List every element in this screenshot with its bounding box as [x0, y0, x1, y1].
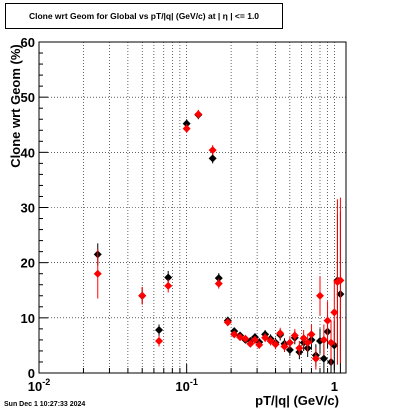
data-point-series-2: [155, 337, 164, 346]
data-point-series-2: [299, 334, 308, 343]
data-point-series-2: [266, 337, 275, 346]
y-tick-label: 50: [21, 90, 35, 105]
data-point-series-2: [276, 329, 285, 338]
data-point-series-2: [246, 339, 255, 348]
data-point-series-2: [164, 281, 173, 290]
data-point-series-1: [285, 345, 294, 354]
x-axis-label: pT/|q| (GeV/c): [255, 393, 339, 408]
data-point-series-2: [290, 331, 299, 340]
data-point-series-2: [311, 354, 320, 363]
y-tick-label: 40: [21, 145, 35, 160]
data-point-series-2: [319, 335, 328, 344]
x-tick-label: 10-1: [175, 377, 197, 394]
data-point-series-2: [138, 291, 147, 300]
data-point-series-2: [208, 146, 217, 155]
y-tick-label: 30: [21, 201, 35, 216]
y-tick-label: 20: [21, 256, 35, 271]
data-point-series-1: [164, 273, 173, 282]
y-tick-label: 60: [21, 35, 35, 50]
data-point-series-2: [336, 276, 345, 285]
data-point-series-2: [330, 308, 339, 317]
data-point-series-2: [295, 344, 304, 353]
chart-title: Clone wrt Geom for Global vs pT/|q| (GeV…: [28, 11, 260, 21]
data-point-series-2: [327, 338, 336, 347]
data-point-series-1: [214, 274, 223, 283]
data-point-series-2: [93, 269, 102, 278]
x-tick-label: 10-2: [28, 377, 50, 394]
data-point-series-2: [194, 110, 203, 119]
data-point-series-2: [250, 335, 259, 344]
data-point-series-2: [285, 338, 294, 347]
data-point-series-2: [255, 340, 264, 349]
data-point-series-2: [230, 330, 239, 339]
data-point-series-2: [280, 342, 289, 351]
x-tick-label: 1: [331, 379, 338, 394]
data-point-series-1: [319, 354, 328, 363]
data-series: [93, 109, 345, 373]
data-point-series-1: [182, 119, 191, 128]
y-axis-label: Clone wrt Geom (%): [8, 44, 23, 168]
timestamp-footer: Sun Dec 1 10:27:33 2024: [4, 401, 86, 408]
y-tick-label: 0: [28, 366, 35, 381]
data-point-series-2: [261, 333, 270, 342]
data-point-series-2: [182, 124, 191, 133]
data-point-series-2: [214, 279, 223, 288]
data-point-series-2: [271, 340, 280, 349]
data-point-series-1: [208, 154, 217, 163]
grid: [38, 42, 346, 373]
data-point-series-2: [241, 334, 250, 343]
data-point-series-2: [315, 291, 324, 300]
data-point-series-2: [223, 318, 232, 327]
data-point-series-2: [307, 330, 316, 339]
data-point-series-2: [323, 316, 332, 325]
chart-title-box: Clone wrt Geom for Global vs pT/|q| (GeV…: [5, 3, 283, 29]
data-point-series-1: [155, 325, 164, 334]
y-tick-label: 10: [21, 311, 35, 326]
data-point-series-2: [303, 338, 312, 347]
